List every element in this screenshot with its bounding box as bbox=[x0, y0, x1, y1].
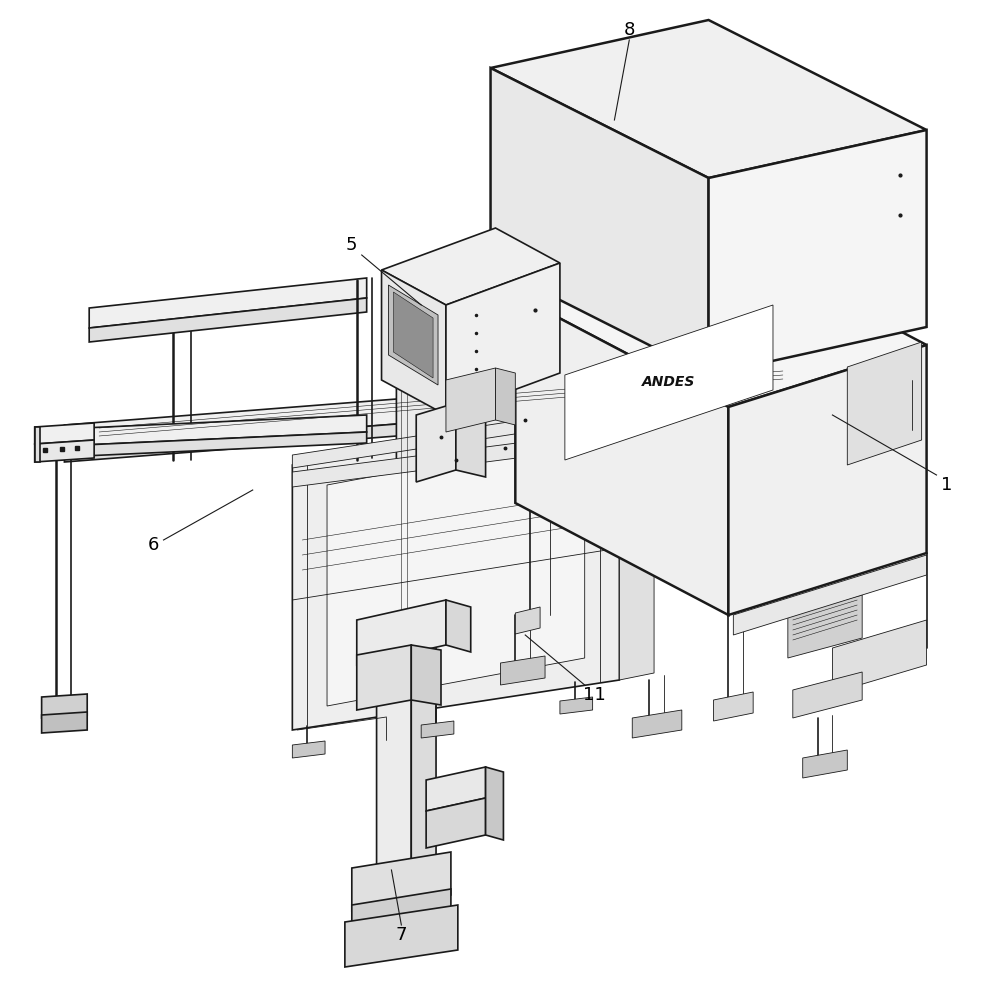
Polygon shape bbox=[64, 368, 793, 450]
Polygon shape bbox=[565, 305, 773, 460]
Polygon shape bbox=[803, 750, 847, 778]
Polygon shape bbox=[491, 20, 927, 178]
Text: 6: 6 bbox=[148, 536, 160, 554]
Text: 7: 7 bbox=[395, 926, 407, 944]
Polygon shape bbox=[560, 697, 593, 714]
Polygon shape bbox=[728, 345, 927, 615]
Polygon shape bbox=[496, 368, 515, 425]
Polygon shape bbox=[64, 393, 793, 462]
Text: 5: 5 bbox=[346, 236, 358, 254]
Polygon shape bbox=[515, 607, 540, 634]
Polygon shape bbox=[292, 440, 540, 487]
Polygon shape bbox=[40, 415, 367, 447]
Polygon shape bbox=[446, 368, 496, 432]
Polygon shape bbox=[515, 295, 728, 615]
Polygon shape bbox=[714, 692, 753, 721]
Polygon shape bbox=[292, 415, 619, 730]
Polygon shape bbox=[377, 632, 411, 878]
Polygon shape bbox=[446, 263, 560, 415]
Polygon shape bbox=[396, 275, 540, 640]
Polygon shape bbox=[411, 632, 436, 870]
Polygon shape bbox=[491, 68, 709, 375]
Polygon shape bbox=[832, 620, 927, 693]
Polygon shape bbox=[357, 645, 411, 710]
Polygon shape bbox=[388, 285, 438, 385]
Polygon shape bbox=[500, 656, 545, 685]
Polygon shape bbox=[292, 405, 619, 468]
Polygon shape bbox=[35, 427, 40, 462]
Polygon shape bbox=[619, 408, 654, 680]
Polygon shape bbox=[426, 798, 486, 848]
Polygon shape bbox=[42, 712, 87, 733]
Text: 11: 11 bbox=[584, 686, 606, 704]
Polygon shape bbox=[847, 342, 922, 465]
Text: 1: 1 bbox=[940, 476, 952, 494]
Polygon shape bbox=[515, 233, 927, 407]
Polygon shape bbox=[393, 292, 433, 378]
Polygon shape bbox=[357, 600, 446, 665]
Polygon shape bbox=[352, 889, 451, 926]
Polygon shape bbox=[35, 440, 94, 462]
Polygon shape bbox=[416, 403, 456, 482]
Polygon shape bbox=[327, 437, 585, 706]
Polygon shape bbox=[733, 555, 927, 635]
Polygon shape bbox=[35, 423, 94, 444]
Polygon shape bbox=[382, 228, 560, 305]
Polygon shape bbox=[411, 645, 441, 705]
Polygon shape bbox=[446, 600, 471, 652]
Polygon shape bbox=[42, 694, 87, 718]
Polygon shape bbox=[456, 403, 486, 477]
Polygon shape bbox=[89, 278, 367, 328]
Polygon shape bbox=[709, 130, 927, 375]
Polygon shape bbox=[632, 710, 682, 738]
Polygon shape bbox=[788, 595, 862, 658]
Polygon shape bbox=[793, 672, 862, 718]
Polygon shape bbox=[352, 852, 451, 911]
Text: ANDES: ANDES bbox=[642, 375, 696, 389]
Polygon shape bbox=[382, 270, 446, 415]
Polygon shape bbox=[486, 767, 503, 840]
Polygon shape bbox=[89, 298, 367, 342]
Polygon shape bbox=[345, 905, 458, 967]
Polygon shape bbox=[421, 721, 454, 738]
Polygon shape bbox=[426, 767, 486, 811]
Polygon shape bbox=[40, 432, 367, 458]
Polygon shape bbox=[540, 310, 570, 648]
Polygon shape bbox=[292, 741, 325, 758]
Text: 8: 8 bbox=[623, 21, 635, 39]
